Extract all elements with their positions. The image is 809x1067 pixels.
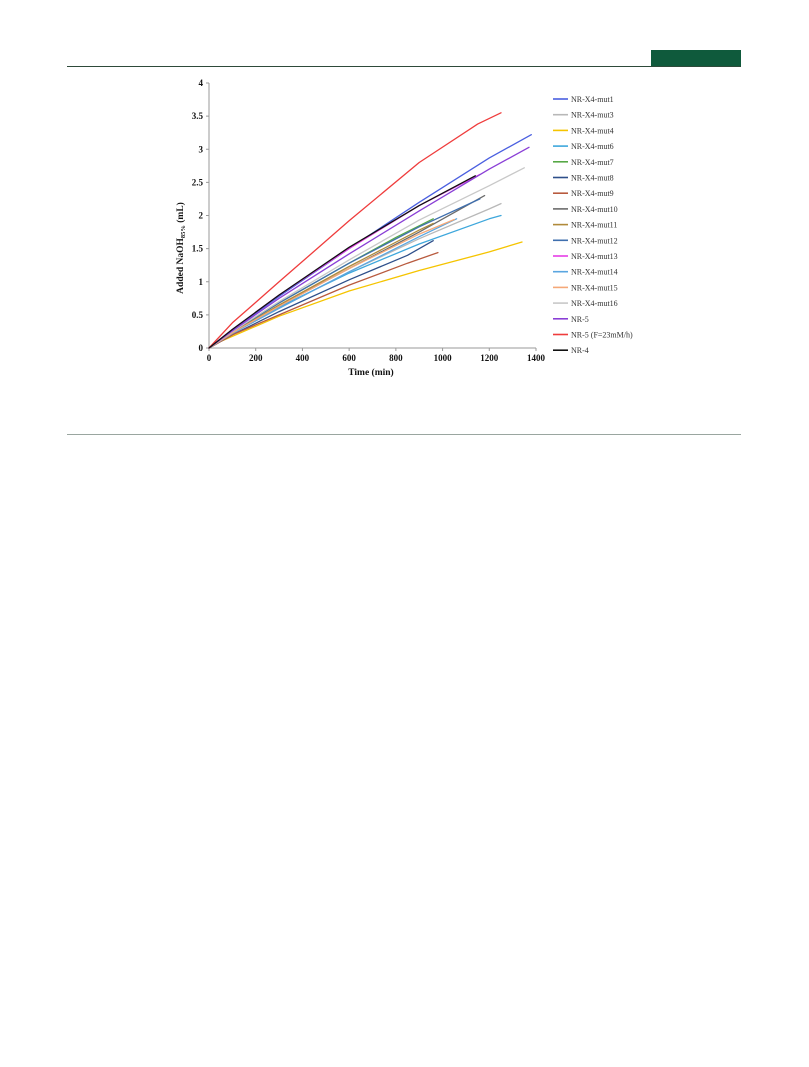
y-tick-label: 3: [199, 144, 204, 154]
y-tick-label: 1.5: [192, 244, 204, 254]
legend-label: NR-5 (F=23mM/h): [571, 331, 633, 340]
x-tick-label: 600: [342, 353, 356, 363]
legend-label: NR-X4-mut1: [571, 95, 614, 104]
chart-axes: [206, 82, 537, 351]
legend-label: NR-X4-mut11: [571, 221, 617, 230]
y-axis-title-subscript: 85%: [180, 225, 187, 238]
y-axis-title-unit: (mL): [175, 202, 186, 225]
legend-label: NR-X4-mut8: [571, 174, 614, 183]
line-chart: 0 200 400 600 800 1000 1200 1400 0 0.5 1 1.5 2 2.5 3 3.…: [175, 78, 633, 378]
legend-label: NR-X4-mut10: [571, 205, 618, 214]
x-axis-title: Time (min): [348, 367, 393, 378]
legend-label: NR-X4-mut13: [571, 252, 618, 261]
y-tick-label: 4: [199, 78, 204, 88]
section-divider: [67, 434, 741, 435]
legend-label: NR-X4-mut7: [571, 158, 614, 167]
series-line: [208, 112, 502, 349]
legend-label: NR-X4-mut4: [571, 126, 614, 135]
chart-series-lines: [208, 112, 532, 349]
legend-label: NR-X4-mut15: [571, 283, 618, 292]
x-tick-label: 1200: [480, 353, 499, 363]
x-tick-label: 800: [389, 353, 403, 363]
y-tick-label: 1: [199, 277, 204, 287]
x-tick-label: 200: [249, 353, 263, 363]
series-line: [208, 146, 530, 349]
y-tick-label: 0.5: [192, 310, 204, 320]
x-tick-label: 1400: [527, 353, 546, 363]
chart-legend: NR-X4-mut1 NR-X4-mut3 NR-X4-mut4 NR-X4-mut6…: [553, 95, 633, 355]
y-axis-title: Added NaOH85% (mL): [175, 202, 187, 294]
legend-label: NR-5: [571, 315, 589, 324]
series-line: [208, 218, 455, 349]
series-line: [208, 194, 486, 349]
series-line: [208, 175, 476, 349]
legend-label: NR-X4-mut6: [571, 142, 614, 151]
x-tick-label: 1000: [434, 353, 453, 363]
y-axis-title-main: Added NaOH: [176, 238, 186, 294]
y-tick-label: 0: [199, 343, 204, 353]
legend-label: NR-X4-mut9: [571, 189, 614, 198]
x-tick-label: 400: [296, 353, 310, 363]
series-line: [208, 251, 439, 349]
legend-label: NR-X4-mut14: [571, 268, 618, 277]
chart-tick-labels: 0 200 400 600 800 1000 1200 1400 0 0.5 1 1.5 2 2.5 3 3.…: [192, 78, 546, 363]
y-tick-label: 2: [199, 211, 204, 221]
legend-label: NR-4: [571, 346, 589, 355]
header-band: [651, 50, 741, 66]
y-tick-label: 2.5: [192, 177, 204, 187]
legend-label: NR-X4-mut12: [571, 236, 618, 245]
x-tick-label: 0: [207, 353, 212, 363]
header-rule: [67, 66, 741, 67]
legend-label: NR-X4-mut16: [571, 299, 618, 308]
legend-label: NR-X4-mut3: [571, 111, 614, 120]
y-tick-label: 3.5: [192, 111, 204, 121]
